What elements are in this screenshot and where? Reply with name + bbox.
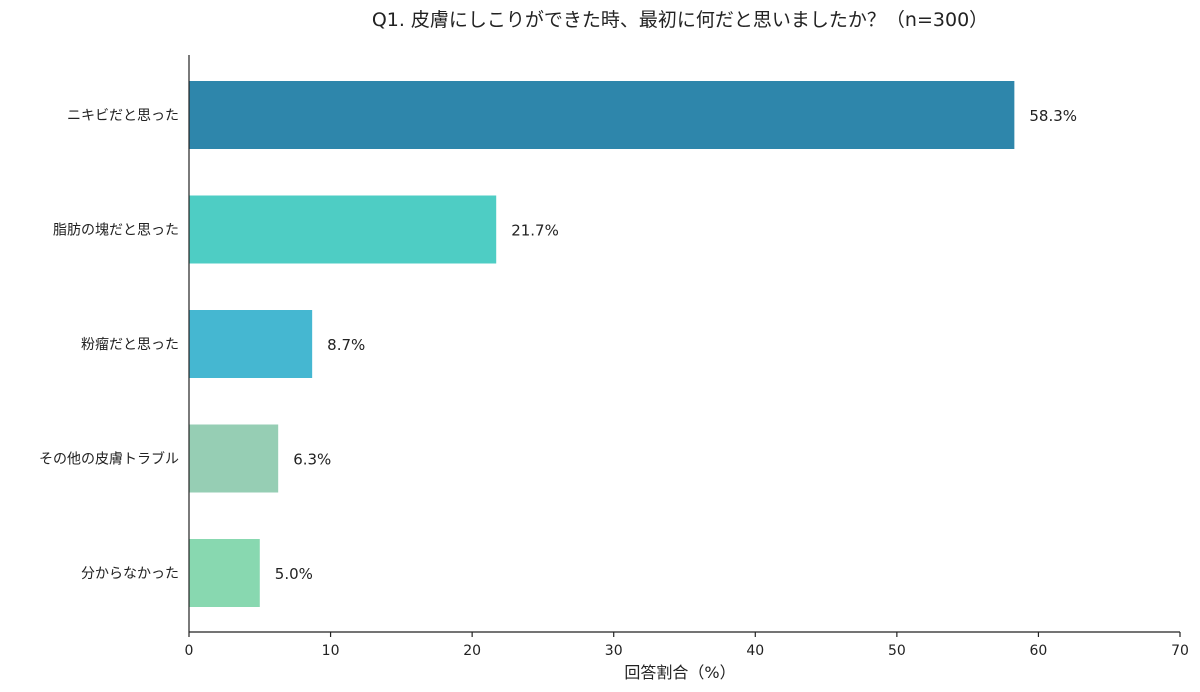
x-tick-label-0: 0 <box>185 643 194 659</box>
x-tick-label-20: 20 <box>463 643 481 659</box>
value-label-1: 58.3% <box>1029 107 1077 125</box>
chart-title: Q1. 皮膚にしこりができた時、最初に何だと思いましたか？（n=300） <box>372 9 988 31</box>
value-label-5: 5.0% <box>275 565 313 583</box>
category-labels-group: ニキビだと思った脂肪の塊だと思った粉瘤だと思ったその他の皮膚トラブル分からなかっ… <box>39 108 179 582</box>
x-tick-label-40: 40 <box>746 643 764 659</box>
x-tick-label-70: 70 <box>1171 643 1189 659</box>
bar-3 <box>189 310 313 378</box>
value-label-3: 8.7% <box>327 336 365 354</box>
category-label-5: 分からなかった <box>81 566 179 582</box>
bar-5 <box>189 539 260 607</box>
x-tick-label-50: 50 <box>888 643 906 659</box>
value-label-4: 6.3% <box>293 451 331 469</box>
bar-2 <box>189 195 497 264</box>
x-tick-label-60: 60 <box>1030 643 1048 659</box>
bar-1 <box>189 81 1015 149</box>
bar-4 <box>189 424 279 493</box>
x-axis-title: 回答割合（%） <box>624 663 735 682</box>
value-label-2: 21.7% <box>511 222 559 240</box>
category-label-4: その他の皮膚トラブル <box>39 451 179 468</box>
category-label-2: 脂肪の塊だと思った <box>53 223 179 239</box>
category-label-1: ニキビだと思った <box>67 108 179 124</box>
bars-group <box>189 81 1015 607</box>
x-tick-label-30: 30 <box>605 643 623 659</box>
category-label-3: 粉瘤だと思った <box>81 336 179 353</box>
x-tick-label-10: 10 <box>322 643 340 659</box>
value-labels-group: 58.3% 21.7% 8.7% 6.3% 5.0% <box>275 107 1077 583</box>
x-ticks-group: 0 10 20 30 40 50 60 70 <box>185 632 1189 659</box>
